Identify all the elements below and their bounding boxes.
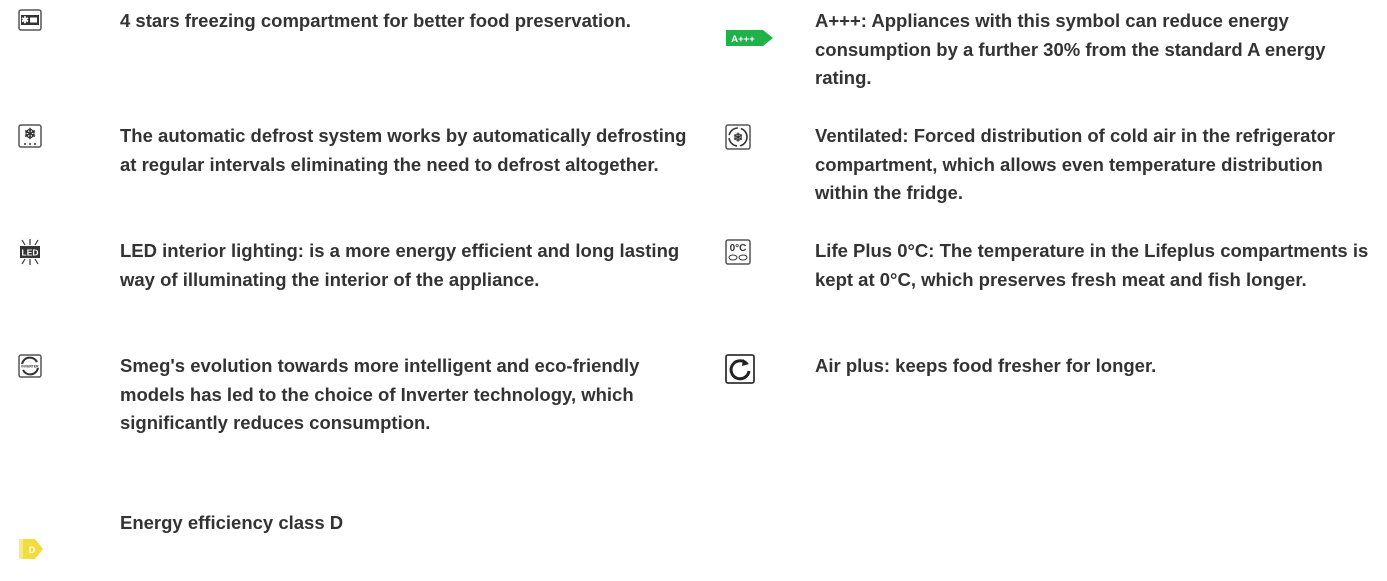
airplus-icon [725,354,755,384]
svg-text:❄: ❄ [733,131,743,145]
ventilated-icon: ❄ [725,124,751,150]
feature-text: Energy efficiency class D [120,512,344,533]
feature-text: LED interior lighting: is a more energy … [120,240,680,290]
energy-class-icon: D [19,539,43,559]
feature-text: A+++: Appliances with this symbol can re… [815,10,1326,88]
icon-label: D [29,545,36,555]
inverter-icon: INVERTER [18,354,42,378]
feature-text: 4 stars freezing compartment for better … [120,10,631,31]
feature-text: Air plus: keeps food fresher for longer. [815,355,1157,376]
icon-label: INVERTER [21,365,39,369]
icon-label: A+++ [731,34,755,45]
svg-text:✱: ✱ [21,15,29,25]
icon-label: LED [22,248,39,258]
feature-text: The automatic defrost system works by au… [120,125,687,175]
svg-text:❄: ❄ [24,126,37,143]
led-icon: LED [20,239,40,265]
feature-text: Smeg's evolution towards more intelligen… [120,355,640,433]
energy-a-icon: A+++ [726,30,773,46]
freezer-icon: ✱ [18,9,42,31]
lifeplus-icon: 0°C [725,239,751,265]
feature-text: Ventilated: Forced distribution of cold … [815,125,1336,203]
icon-label: 0°C [730,243,747,254]
defrost-icon: ❄ [18,124,42,148]
feature-text: Life Plus 0°C: The temperature in the Li… [815,240,1369,290]
